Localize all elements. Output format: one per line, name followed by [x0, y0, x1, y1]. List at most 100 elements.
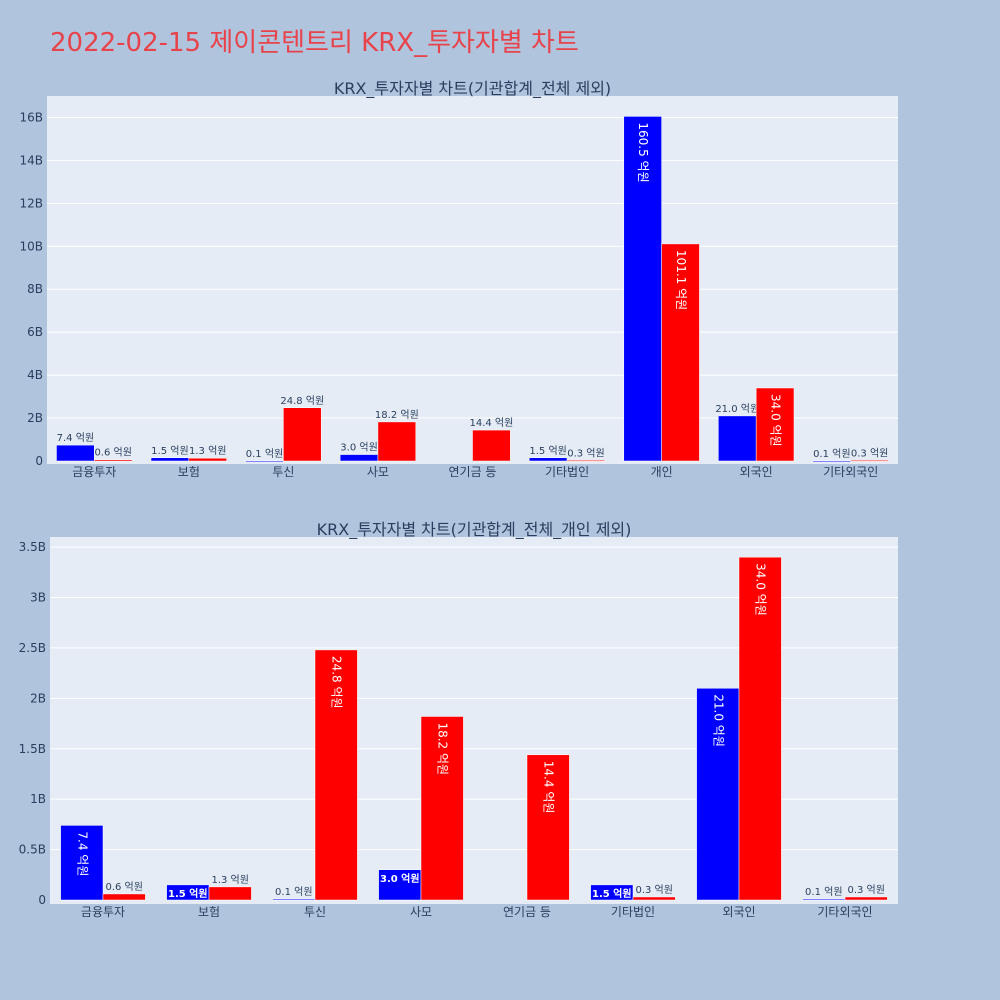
bar: [60, 825, 104, 901]
x-tick-label: 연기금 등: [503, 905, 551, 919]
chart-1: 0 2B 4B 6B 8B 10B 12B 14B 16B KRX_투자자별 차트(기관합계_전체…: [19, 79, 898, 479]
data-label: 0.3 억원: [567, 447, 604, 459]
data-label: 1.5 억원: [168, 887, 208, 900]
data-label: 0.1 억원: [246, 448, 283, 460]
data-label: 0.3 억원: [635, 884, 672, 896]
bar: [188, 457, 227, 462]
x-tick-label: 연기금 등: [449, 465, 497, 479]
x-tick-label: 사모: [367, 465, 389, 479]
data-label: 1.5 억원: [592, 887, 632, 900]
data-label: 34.0 억원: [754, 563, 768, 616]
data-label: 1.5 억원: [529, 445, 566, 457]
bar: [528, 457, 568, 462]
bar: [718, 415, 757, 462]
y-tick-label: 0.5B: [19, 843, 46, 857]
x-tick-label: 보험: [198, 905, 220, 919]
x-tick-label: 개인: [651, 465, 673, 479]
data-label: 14.4 억원: [469, 417, 513, 429]
bar: [632, 896, 676, 901]
x-tick-label: 기타법인: [545, 465, 589, 479]
chart-2: 0 0.5B 1B 1.5B 2B 2.5B 3B 3.5B KRX_투자자별 차트(기관합계_…: [19, 520, 898, 919]
bar: [844, 896, 888, 901]
bar: [526, 754, 570, 901]
bar: [378, 869, 422, 901]
chart-title: KRX_투자자별 차트(기관합계_전체 제외): [334, 79, 611, 99]
data-label: 3.0 억원: [340, 442, 377, 454]
bar: [566, 460, 606, 462]
data-label: 1.3 억원: [189, 445, 226, 457]
data-label: 21.0 억원: [711, 694, 725, 747]
y-tick-label: 0: [35, 454, 43, 468]
page-title: 2022-02-15 제이콘텐트리 KRX_투자자별 차트: [50, 28, 579, 58]
data-label: 24.8 억원: [280, 395, 324, 407]
bar: [94, 459, 133, 462]
y-tick-label: 3B: [30, 591, 46, 605]
data-label: 1.3 억원: [211, 874, 248, 886]
data-label: 0.3 억원: [847, 884, 884, 896]
bar: [738, 556, 782, 901]
bar: [56, 444, 95, 462]
y-tick-label: 4B: [27, 368, 43, 382]
data-label: 34.0 억원: [769, 394, 783, 447]
chart-title: KRX_투자자별 차트(기관합계_전체_개인 제외): [317, 520, 632, 540]
data-label: 7.4 억원: [75, 831, 89, 876]
bar: [802, 898, 846, 901]
y-tick-label: 0: [38, 893, 46, 907]
data-label: 21.0 억원: [715, 403, 759, 415]
y-tick-label: 2B: [27, 411, 43, 425]
bar: [283, 407, 322, 462]
x-tick-label: 금융투자: [81, 905, 125, 919]
y-tick-label: 2.5B: [19, 641, 46, 655]
y-tick-label: 6B: [27, 325, 43, 339]
y-tick-label: 10B: [19, 239, 43, 253]
bar: [102, 893, 146, 901]
data-label: 0.1 억원: [275, 886, 312, 898]
bar: [590, 884, 634, 901]
y-tick-label: 16B: [19, 110, 43, 124]
data-label: 18.2 억원: [375, 409, 419, 421]
data-label: 0.6 억원: [94, 447, 131, 459]
x-tick-label: 외국인: [722, 905, 755, 919]
data-label: 3.0 억원: [380, 872, 420, 885]
x-tick-label: 외국인: [740, 465, 773, 479]
y-tick-label: 14B: [19, 153, 43, 167]
bar: [272, 898, 316, 901]
bar: [339, 454, 379, 462]
bar: [661, 243, 700, 462]
bar: [245, 460, 284, 463]
y-tick-label: 1B: [30, 792, 46, 806]
x-tick-label: 기타법인: [611, 905, 655, 919]
bar: [420, 716, 464, 901]
bar: [314, 649, 358, 901]
bar: [208, 886, 252, 901]
bar: [377, 421, 417, 462]
data-label: 101.1 억원: [674, 250, 688, 310]
y-tick-label: 2B: [30, 691, 46, 705]
y-tick-label: 3.5B: [19, 540, 46, 554]
bar: [755, 387, 795, 462]
y-tick-label: 8B: [27, 282, 43, 296]
x-tick-label: 기타외국인: [817, 905, 872, 919]
x-tick-label: 보험: [178, 465, 200, 479]
data-label: 1.5 억원: [151, 445, 188, 457]
data-label: 18.2 억원: [436, 722, 450, 775]
data-label: 0.1 억원: [813, 448, 850, 460]
x-tick-label: 투신: [272, 465, 294, 479]
data-label: 0.1 억원: [805, 886, 842, 898]
x-tick-label: 기타외국인: [823, 465, 878, 479]
data-label: 14.4 억원: [542, 761, 556, 814]
bar: [472, 429, 511, 462]
data-label: 160.5 억원: [636, 122, 650, 182]
y-tick-label: 12B: [19, 196, 43, 210]
data-label: 0.6 억원: [105, 881, 142, 893]
x-tick-label: 투신: [304, 905, 326, 919]
x-tick-label: 사모: [410, 905, 432, 919]
bar: [150, 457, 190, 462]
bar: [812, 460, 851, 463]
x-tick-label: 금융투자: [72, 465, 116, 479]
bar: [850, 460, 889, 462]
data-label: 24.8 억원: [330, 656, 344, 709]
data-label: 0.3 억원: [851, 447, 888, 459]
y-tick-label: 1.5B: [19, 742, 46, 756]
